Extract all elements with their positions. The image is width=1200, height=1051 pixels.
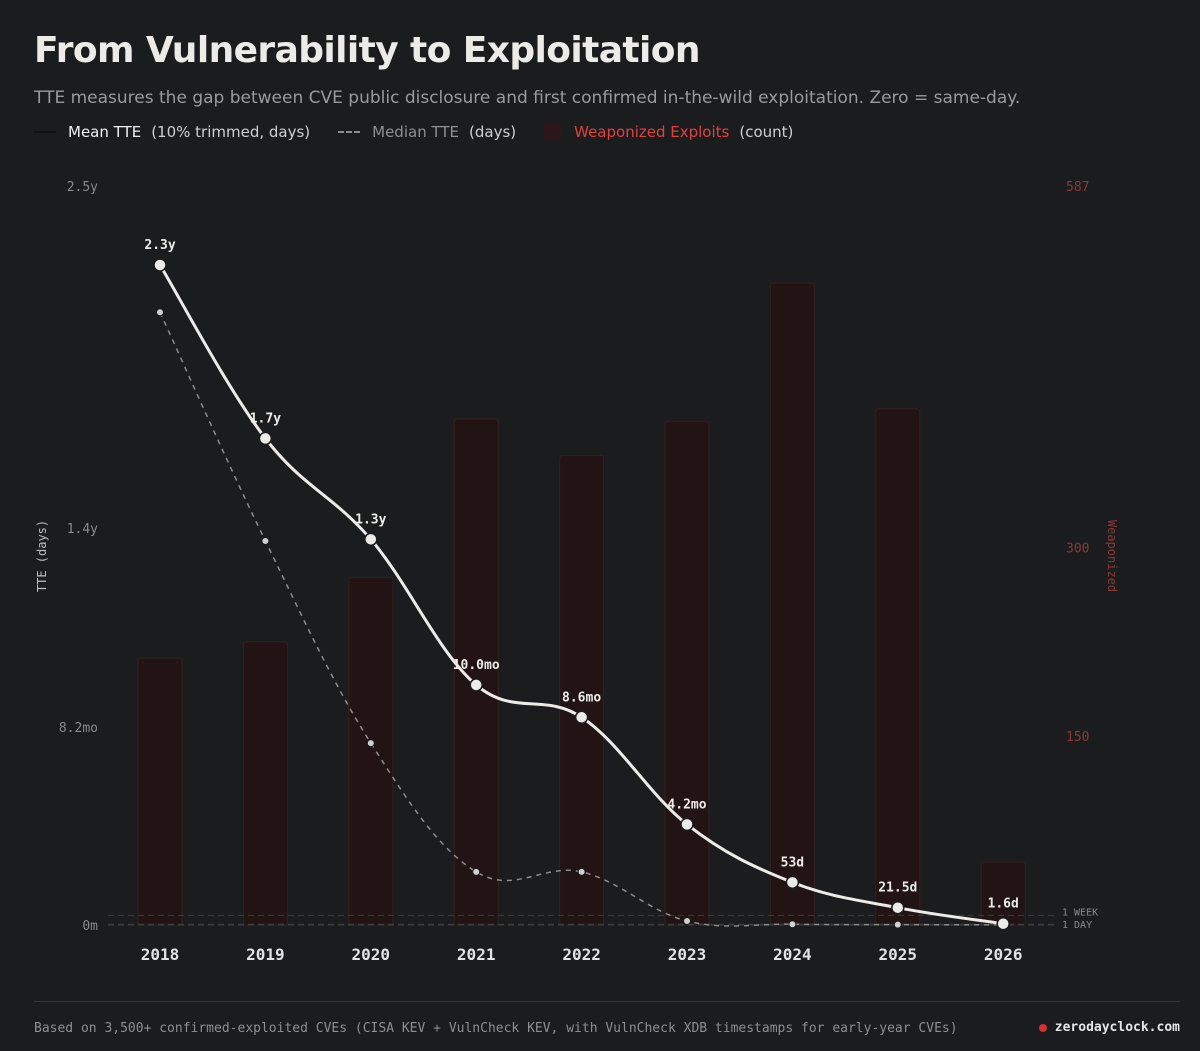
mean-point-2019	[258, 431, 273, 446]
legend-mean-unit: (10% trimmed, days)	[151, 123, 311, 141]
weaponized-bar-2020	[348, 577, 394, 926]
weaponized-bar-2024	[769, 282, 815, 926]
x-tick-label-2019: 2019	[246, 945, 285, 964]
y-tick-label: 2.5y	[67, 180, 98, 195]
legend-median-unit: (days)	[469, 123, 517, 141]
footer-brand-text: zerodayclock.com	[1054, 1020, 1180, 1035]
mean-data-label-2026: 1.6d	[988, 897, 1019, 912]
median-point-2022	[577, 867, 586, 876]
legend-swatch-bar	[544, 124, 563, 140]
y2-axis-title: Weaponized	[1105, 520, 1119, 592]
reference-label-1: 1 DAY	[1062, 920, 1092, 931]
legend-item-weaponized[interactable]: Weaponized Exploits (count)	[544, 123, 793, 141]
x-tick-label-2026: 2026	[984, 945, 1023, 964]
mean-point-2018	[153, 258, 167, 272]
median-tte-line	[159, 311, 1004, 927]
x-tick-label-2023: 2023	[668, 945, 707, 964]
x-tick-label-2021: 2021	[457, 945, 496, 964]
x-tick-label-2025: 2025	[879, 945, 918, 964]
legend-swatch-dashed-line	[338, 131, 361, 133]
y2-tick-label: 150	[1066, 730, 1089, 745]
reference-label-0: 1 WEEK	[1062, 907, 1098, 918]
median-point-2021	[472, 867, 481, 876]
legend-mean-name: Mean TTE	[68, 123, 142, 141]
chart-canvas: 1 WEEK 1 DAY 0m 8.2mo 1.4y 2.5y 150 300 587 TTE (…	[35, 180, 1119, 964]
mean-data-label-2018: 2.3y	[144, 238, 175, 253]
weaponized-bar-2023	[664, 420, 710, 926]
mean-point-2025	[891, 900, 905, 915]
y2-tick-label: 300	[1066, 541, 1089, 556]
mean-point-2024	[785, 875, 800, 890]
median-point-2023	[683, 916, 691, 925]
weaponized-bar-2021	[453, 418, 499, 926]
chart-legend: Mean TTE (10% trimmed, days) Median TTE …	[34, 122, 821, 142]
page-subtitle: TTE measures the gap between CVE public …	[34, 88, 1021, 108]
mean-point-2022	[574, 710, 589, 725]
x-tick-label-2024: 2024	[773, 945, 812, 964]
median-point-2019	[261, 536, 270, 545]
mean-data-label-2019: 1.7y	[250, 411, 281, 426]
legend-item-mean[interactable]: Mean TTE (10% trimmed, days)	[34, 123, 310, 141]
mean-data-label-2025: 21.5d	[878, 881, 917, 896]
footer-source-note: Based on 3,500+ confirmed-exploited CVEs…	[34, 1021, 958, 1036]
legend-item-median[interactable]: Median TTE (days)	[338, 123, 516, 141]
page-title: From Vulnerability to Exploitation	[34, 30, 701, 71]
y-axis-title: TTE (days)	[35, 520, 49, 592]
mean-data-label-2021: 10.0mo	[453, 658, 500, 673]
legend-median-name: Median TTE	[372, 123, 460, 141]
footer-brand-link[interactable]: zerodayclock.com	[1038, 1020, 1180, 1035]
mean-data-label-2023: 4.2mo	[667, 797, 706, 812]
x-tick-label-2020: 2020	[352, 945, 391, 964]
legend-weaponized-name: Weaponized Exploits	[574, 123, 730, 141]
weaponized-bar-2018	[137, 657, 183, 926]
median-point-2024	[788, 920, 797, 929]
mean-data-label-2020: 1.3y	[355, 512, 386, 527]
x-tick-label-2022: 2022	[562, 945, 601, 964]
weaponized-bar-2025	[875, 408, 921, 926]
mean-point-2023	[680, 817, 694, 832]
mean-tte-line	[158, 264, 1004, 926]
mean-point-2020	[364, 532, 378, 547]
y-tick-label: 0m	[82, 919, 98, 934]
brand-dot-icon	[1038, 1023, 1047, 1032]
weaponized-bar-2019	[242, 641, 288, 926]
y-tick-label: 1.4y	[67, 522, 98, 537]
footer-divider	[34, 1001, 1180, 1002]
y2-tick-label: 587	[1066, 180, 1089, 195]
median-point-2025	[893, 920, 902, 929]
mean-data-label-2024: 53d	[781, 855, 804, 870]
y-tick-label: 8.2mo	[59, 721, 98, 736]
mean-point-2026	[996, 916, 1010, 931]
mean-point-2021	[469, 678, 483, 692]
mean-data-label-2022: 8.6mo	[562, 690, 601, 705]
median-point-2020	[366, 739, 375, 748]
median-point-2018	[156, 308, 164, 317]
legend-swatch-solid-line	[34, 131, 56, 133]
legend-weaponized-unit: (count)	[739, 123, 794, 141]
x-tick-label-2018: 2018	[141, 945, 180, 964]
